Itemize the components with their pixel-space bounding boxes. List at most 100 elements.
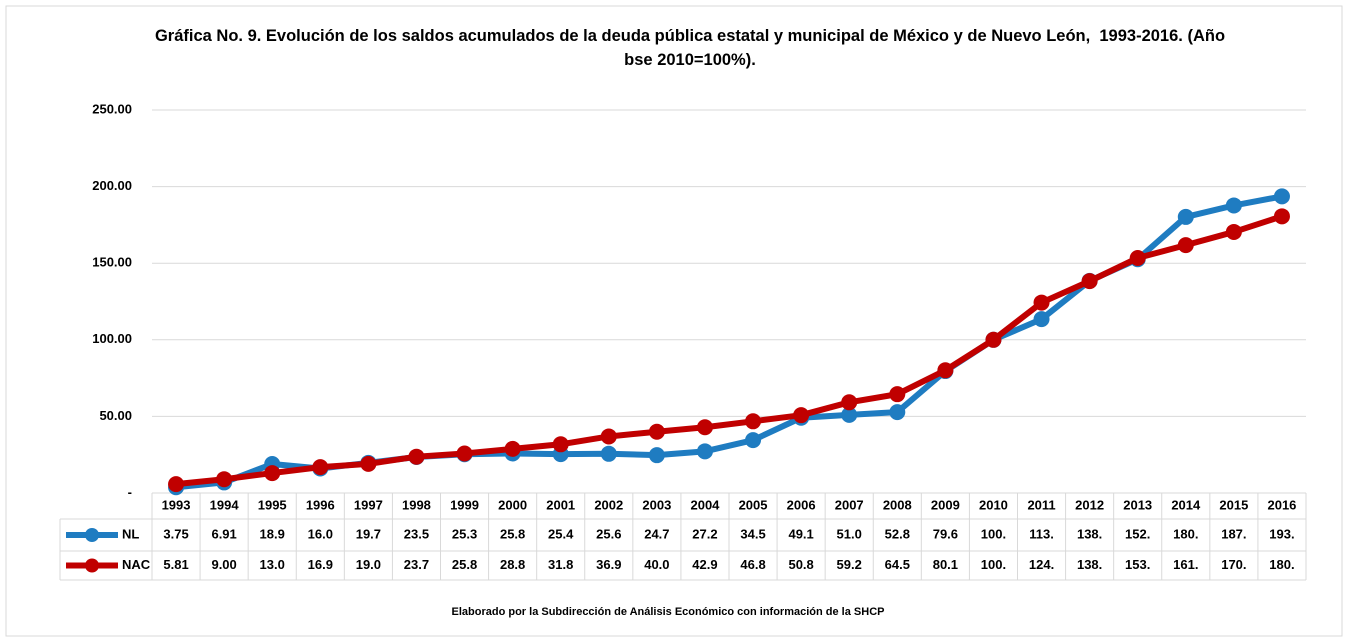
data-table-value: 52.8 — [885, 526, 910, 541]
data-table-value: 25.6 — [596, 526, 621, 541]
data-table-value: 124. — [1029, 557, 1054, 572]
data-point — [889, 404, 906, 421]
data-point — [360, 455, 377, 472]
data-table-value: 13.0 — [260, 557, 285, 572]
data-point — [1177, 237, 1194, 254]
data-table-value: 180. — [1269, 557, 1294, 572]
data-point — [456, 445, 473, 462]
x-tick-label: 2012 — [1075, 497, 1104, 512]
x-tick-label: 1996 — [306, 497, 335, 512]
data-table-value: 42.9 — [692, 557, 717, 572]
data-point — [1273, 208, 1290, 225]
data-table-value: 161. — [1173, 557, 1198, 572]
x-tick-label: 2000 — [498, 497, 527, 512]
data-table-value: 9.00 — [211, 557, 236, 572]
x-tick-label: 1997 — [354, 497, 383, 512]
legend-label: NL — [122, 526, 139, 541]
data-table-value: 23.7 — [404, 557, 429, 572]
data-point — [937, 362, 954, 379]
data-table-value: 3.75 — [163, 526, 188, 541]
series-line — [175, 213, 1283, 488]
data-table-value: 27.2 — [692, 526, 717, 541]
data-point — [1033, 294, 1050, 311]
data-table-value: 46.8 — [740, 557, 765, 572]
y-tick-label: 150.00 — [92, 255, 132, 270]
data-table-value: 36.9 — [596, 557, 621, 572]
data-table-value: 100. — [981, 526, 1006, 541]
data-table-value: 40.0 — [644, 557, 669, 572]
data-point — [1225, 223, 1242, 240]
x-tick-label: 2015 — [1219, 497, 1248, 512]
data-table-value: 24.7 — [644, 526, 669, 541]
x-tick-label: 2013 — [1123, 497, 1152, 512]
data-table-value: 193. — [1269, 526, 1294, 541]
data-table-value: 64.5 — [885, 557, 910, 572]
data-table-value: 49.1 — [788, 526, 813, 541]
data-table-value: 180. — [1173, 526, 1198, 541]
x-tick-label: 1993 — [162, 497, 191, 512]
data-table-value: 6.91 — [211, 526, 236, 541]
data-table-value: 170. — [1221, 557, 1246, 572]
data-point — [841, 394, 858, 411]
data-point — [600, 445, 617, 462]
data-point — [168, 476, 185, 493]
chart-title: Gráfica No. 9. Evolución de los saldos a… — [154, 27, 1230, 69]
data-table-value: 51.0 — [837, 526, 862, 541]
data-table-value: 19.7 — [356, 526, 381, 541]
data-point — [1129, 249, 1146, 266]
data-table-value: 31.8 — [548, 557, 573, 572]
x-tick-label: 1995 — [258, 497, 287, 512]
x-tick-label: 2002 — [594, 497, 623, 512]
series-line — [175, 193, 1283, 491]
data-point — [552, 436, 569, 453]
legend-marker — [85, 528, 99, 542]
data-point — [793, 407, 810, 424]
data-table-value: 138. — [1077, 526, 1102, 541]
data-table-value: 100. — [981, 557, 1006, 572]
x-tick-label: 2014 — [1171, 497, 1201, 512]
legend-marker — [85, 558, 99, 573]
x-tick-label: 2011 — [1027, 497, 1055, 512]
data-point — [312, 459, 329, 476]
data-point — [648, 447, 665, 464]
data-table-value: 59.2 — [837, 557, 862, 572]
data-table-value: 18.9 — [260, 526, 285, 541]
y-tick-label: 50.00 — [99, 408, 132, 423]
legend-label: NAC — [122, 557, 151, 572]
data-table-value: 5.81 — [163, 557, 188, 572]
data-table-value: 25.3 — [452, 526, 477, 541]
data-table-value: 25.4 — [548, 526, 574, 541]
data-point — [1273, 188, 1290, 205]
data-point — [696, 443, 713, 460]
data-table-value: 113. — [1029, 526, 1054, 541]
x-tick-label: 1999 — [450, 497, 479, 512]
x-tick-label: 2010 — [979, 497, 1008, 512]
data-point — [264, 465, 281, 482]
data-point — [841, 406, 858, 423]
data-point — [745, 413, 762, 430]
data-point — [985, 331, 1002, 348]
y-tick-label: 200.00 — [92, 178, 132, 193]
data-point — [1177, 208, 1194, 225]
x-tick-label: 2007 — [835, 497, 864, 512]
data-point — [504, 440, 521, 457]
data-table-value: 25.8 — [500, 526, 525, 541]
chart-border — [5, 5, 1343, 637]
data-point — [648, 423, 665, 440]
source-note: Elaborado por la Subdirección de Análisi… — [452, 606, 885, 618]
x-tick-label: 2001 — [546, 497, 575, 512]
data-point — [408, 448, 425, 465]
data-table-value: 34.5 — [740, 526, 765, 541]
data-table-value: 16.0 — [308, 526, 333, 541]
data-table-value: 19.0 — [356, 557, 381, 572]
data-table-value: 187. — [1221, 526, 1246, 541]
x-tick-label: 2004 — [690, 497, 720, 512]
data-table-value: 138. — [1077, 557, 1102, 572]
x-tick-label: 2005 — [739, 497, 768, 512]
y-tick-label: - — [128, 484, 132, 499]
x-tick-label: 2016 — [1267, 497, 1296, 512]
data-point — [1225, 197, 1242, 214]
x-tick-label: 2003 — [642, 497, 671, 512]
